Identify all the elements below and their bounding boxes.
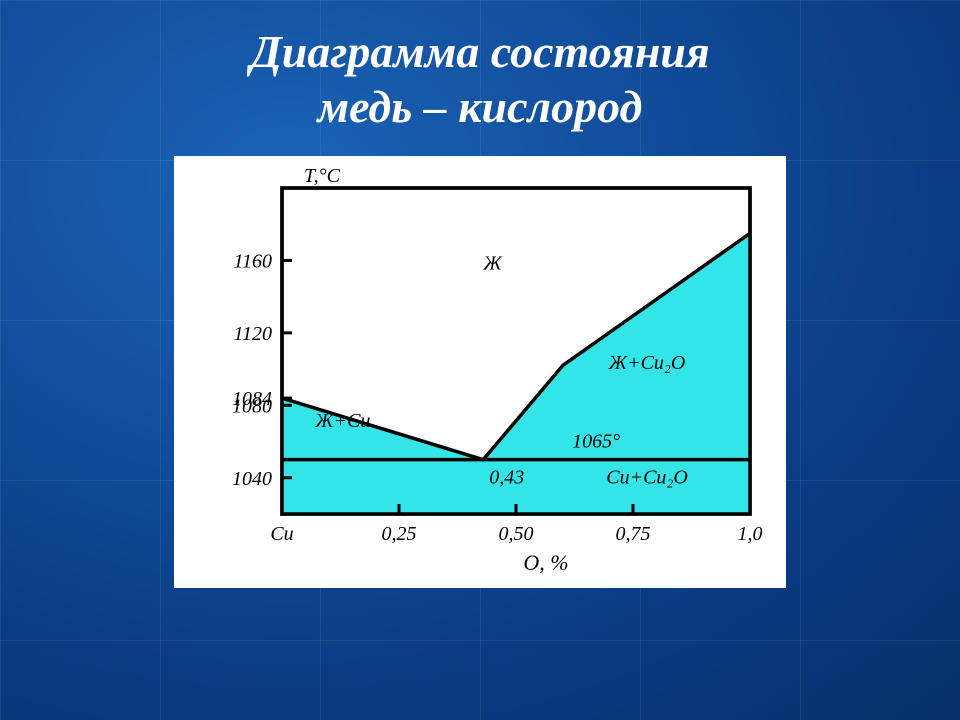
svg-text:T,°C: T,°C bbox=[304, 165, 341, 187]
svg-text:Cu+Cu₂O: Cu+Cu₂O bbox=[606, 467, 688, 489]
svg-text:1040: 1040 bbox=[232, 468, 272, 490]
svg-text:O, %: O, % bbox=[523, 550, 568, 575]
svg-text:Ж+Cu₂O: Ж+Cu₂O bbox=[608, 352, 686, 374]
title-line-2: медь – кислород bbox=[0, 79, 960, 134]
svg-text:Ж+Cu: Ж+Cu bbox=[314, 410, 370, 432]
svg-text:0,75: 0,75 bbox=[616, 523, 651, 545]
chart-panel: 10401080108411201160T,°CCu0,250,500,751,… bbox=[174, 156, 786, 588]
svg-text:Ж: Ж bbox=[482, 253, 503, 275]
svg-text:1084: 1084 bbox=[232, 388, 272, 410]
svg-text:Cu: Cu bbox=[270, 523, 293, 545]
svg-text:0,25: 0,25 bbox=[382, 523, 417, 545]
svg-text:1065°: 1065° bbox=[572, 431, 620, 453]
svg-text:1160: 1160 bbox=[233, 250, 272, 272]
phase-diagram: 10401080108411201160T,°CCu0,250,500,751,… bbox=[174, 156, 786, 588]
slide-title: Диаграмма состояния медь – кислород bbox=[0, 24, 960, 134]
svg-text:1,0: 1,0 bbox=[738, 523, 763, 545]
svg-text:0,50: 0,50 bbox=[499, 523, 534, 545]
title-line-1: Диаграмма состояния bbox=[0, 24, 960, 79]
svg-text:1120: 1120 bbox=[233, 323, 272, 345]
svg-text:0,43: 0,43 bbox=[489, 467, 524, 489]
